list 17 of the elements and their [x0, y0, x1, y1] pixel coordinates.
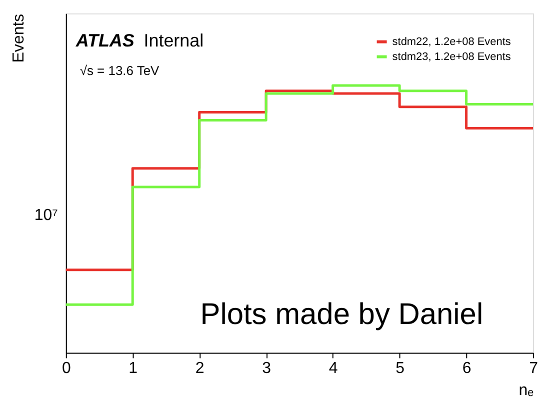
x-axis-title: nₑ [518, 382, 534, 400]
text: √s = 13.6 TeV [80, 63, 160, 78]
x-tick-label: 3 [262, 360, 272, 378]
legend-label: stdm22, 1.2e+08 Events [392, 36, 512, 48]
y-axis-title: Events [10, 14, 28, 63]
legend-label: stdm23, 1.2e+08 Events [392, 50, 512, 63]
x-tick-label: 0 [62, 360, 71, 378]
text: 10⁷ [34, 207, 58, 224]
x-tick-label: 1 [128, 360, 138, 378]
text: Internal [144, 30, 204, 50]
text: ATLAS [74, 30, 134, 50]
x-tick-label: 7 [529, 360, 538, 378]
annotation: Plots made by Daniel [200, 298, 484, 331]
x-tick-label: 4 [328, 360, 338, 378]
x-tick-label: 6 [462, 360, 472, 378]
x-tick-label: 5 [396, 360, 405, 378]
x-tick-label: 2 [195, 360, 204, 378]
